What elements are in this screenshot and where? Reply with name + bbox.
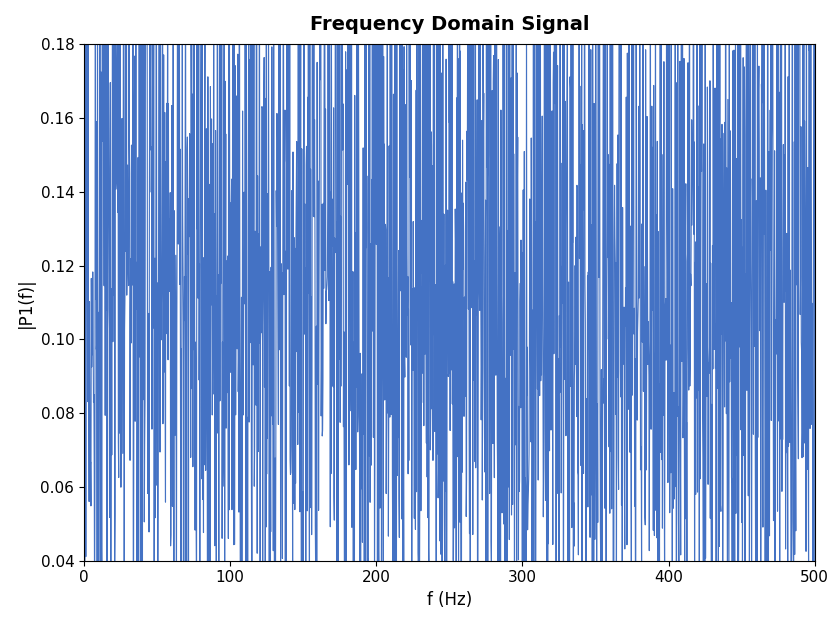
- X-axis label: f (Hz): f (Hz): [427, 591, 472, 609]
- Title: Frequency Domain Signal: Frequency Domain Signal: [310, 15, 589, 34]
- Y-axis label: |P1(f)|: |P1(f)|: [17, 277, 34, 328]
